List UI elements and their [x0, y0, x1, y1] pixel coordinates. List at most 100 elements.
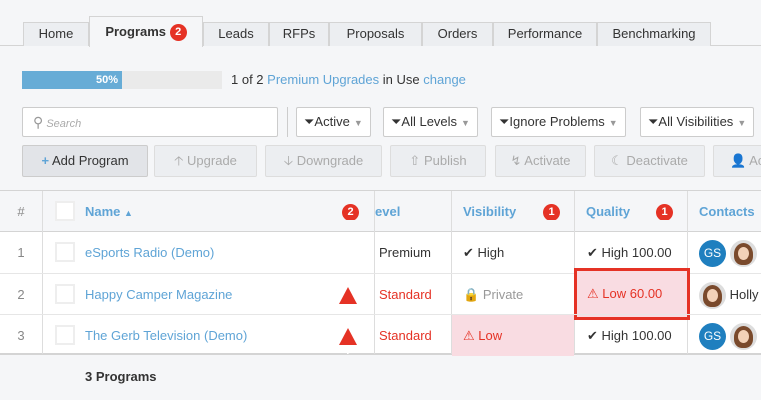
row-checkbox[interactable] — [55, 284, 75, 304]
avatar[interactable] — [729, 240, 757, 268]
upgrade-button[interactable]: 🡡 Upgrade — [154, 145, 257, 177]
search-input[interactable]: ⚲ Search — [22, 107, 278, 137]
level-value: Standard — [379, 287, 432, 302]
divider — [0, 273, 761, 274]
value-text: High 100.00 — [601, 328, 672, 343]
table-row[interactable]: 3 The Gerb Television (Demo) Standard ⚠ … — [0, 315, 761, 356]
tab-home[interactable]: Home — [23, 22, 89, 46]
avatar[interactable] — [699, 282, 726, 310]
header-contacts[interactable]: Contacts — [699, 204, 755, 219]
arrow-down-icon: 🡣 — [283, 153, 294, 168]
level-value: Standard — [379, 328, 432, 343]
caret-down-icon: ▼ — [461, 118, 470, 128]
program-name-link[interactable]: Happy Camper Magazine — [85, 287, 233, 302]
contacts: Holly — [699, 274, 759, 315]
table-row[interactable]: 1 eSports Radio (Demo) Premium ✔ High ✔ … — [0, 232, 761, 273]
visibility-value: 🔒 Private — [463, 274, 523, 315]
filter-icon: ⏷ — [648, 114, 659, 129]
header-name[interactable]: Name ▲ — [85, 191, 133, 232]
tab-proposals[interactable]: Proposals — [329, 22, 422, 46]
row-checkbox[interactable] — [55, 325, 75, 345]
button-label: Add Program — [51, 153, 129, 168]
button-label: Downgrade — [296, 153, 364, 168]
add-program-button[interactable]: + Add Program — [22, 145, 148, 177]
quality-value-highlighted: ⚠ Low 60.00 — [574, 268, 690, 320]
badge: 1 — [543, 204, 560, 220]
visibility-filter[interactable]: ⏷All Visibilities ▼ — [640, 107, 755, 137]
level-filter[interactable]: ⏷All Levels ▼ — [383, 107, 478, 137]
header-visibility[interactable]: Visibility — [463, 204, 517, 219]
upload-icon: ⇧ — [409, 153, 421, 168]
filter-label: Active — [314, 114, 350, 129]
contact-name[interactable]: Holly — [729, 287, 759, 302]
check-icon: ✔ — [587, 245, 598, 260]
problems-filter[interactable]: ⏷Ignore Problems ▼ — [491, 107, 626, 137]
table-row[interactable]: 2 Happy Camper Magazine Standard 🔒 Priva… — [0, 268, 761, 320]
contacts: GS — [699, 315, 757, 356]
check-icon: ✔ — [463, 245, 474, 260]
row-num: 3 — [17, 328, 25, 343]
caret-down-icon: ▼ — [737, 118, 747, 128]
tab-label: Proposals — [346, 26, 405, 41]
visibility-value: ⚠ Low — [452, 315, 574, 356]
quality-value: ✔ High 100.00 — [587, 315, 672, 356]
tab-orders[interactable]: Orders — [422, 22, 493, 46]
badge: 2 — [342, 204, 359, 220]
header-quality[interactable]: Quality — [586, 204, 631, 219]
downgrade-button[interactable]: 🡣 Downgrade — [265, 145, 382, 177]
row-checkbox[interactable] — [55, 242, 75, 262]
quality-value: ✔ High 100.00 — [587, 232, 672, 273]
lock-icon: 🔒 — [463, 287, 480, 302]
status-filter[interactable]: ⏷Active ▼ — [296, 107, 371, 137]
tab-leads[interactable]: Leads — [203, 22, 269, 46]
program-name-link[interactable]: eSports Radio (Demo) — [85, 245, 215, 260]
header-num: # — [17, 204, 25, 219]
button-label: Upgrade — [187, 153, 237, 168]
tab-label: Home — [38, 26, 74, 41]
publish-button[interactable]: ⇧ Publish — [390, 145, 486, 177]
avatar[interactable]: GS — [699, 240, 726, 268]
search-placeholder: Search — [46, 118, 82, 130]
tab-benchmarking[interactable]: Benchmarking — [597, 22, 711, 46]
value-text: Private — [482, 287, 524, 302]
divider — [287, 107, 288, 137]
level-value: Premium — [379, 245, 432, 260]
button-label: Publish — [423, 153, 467, 168]
usage-text: 1 of 2 Premium Upgrades in Use change — [231, 72, 466, 87]
header-label: Name — [85, 204, 121, 219]
warning-icon — [339, 315, 357, 356]
filter-label: All Visibilities — [658, 114, 734, 129]
tab-rfps[interactable]: RFPs — [269, 22, 329, 46]
caret-down-icon: ▼ — [353, 118, 363, 128]
moon-icon: ☾ — [611, 153, 623, 168]
usage-suffix: in Use — [382, 72, 420, 87]
filter-label: All Levels — [401, 114, 458, 129]
activate-button[interactable]: ↯ Activate — [495, 145, 586, 177]
visibility-problem-badge: 1 — [543, 203, 560, 220]
tab-programs[interactable]: Programs 2 — [89, 16, 203, 47]
usage-count: 1 of 2 — [231, 72, 264, 87]
tab-label: Benchmarking — [612, 26, 696, 41]
avatar[interactable] — [729, 323, 757, 351]
tab-label: Programs — [105, 24, 167, 39]
add-contact-button[interactable]: 👤 Ac — [713, 145, 761, 177]
change-link[interactable]: change — [423, 72, 466, 87]
divider — [0, 314, 761, 315]
deactivate-button[interactable]: ☾ Deactivate — [594, 145, 705, 177]
warning-icon: ⚠ — [463, 328, 475, 343]
avatar[interactable]: GS — [699, 323, 726, 351]
filter-icon: ⏷ — [304, 114, 315, 129]
tab-performance[interactable]: Performance — [493, 22, 597, 46]
tab-bar: Home Programs 2 Leads RFPs Proposals Ord… — [0, 16, 761, 47]
tab-badge: 2 — [169, 24, 187, 41]
warning-icon: ⚠ — [587, 286, 599, 301]
check-icon: ✔ — [587, 328, 598, 343]
header-level[interactable]: evel — [375, 204, 401, 219]
select-all-checkbox[interactable] — [55, 201, 75, 221]
filter-icon: ⏷ — [499, 114, 510, 129]
usage-progress-bar: 50% — [22, 71, 222, 89]
value-text: High — [477, 245, 505, 260]
premium-upgrades-link[interactable]: Premium Upgrades — [267, 72, 380, 87]
program-name-link[interactable]: The Gerb Television (Demo) — [85, 328, 248, 343]
badge: 1 — [656, 204, 673, 220]
